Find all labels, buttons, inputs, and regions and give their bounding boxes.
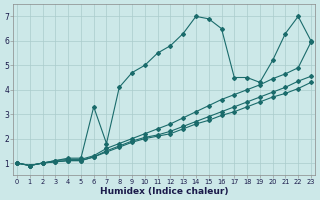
X-axis label: Humidex (Indice chaleur): Humidex (Indice chaleur): [100, 187, 228, 196]
